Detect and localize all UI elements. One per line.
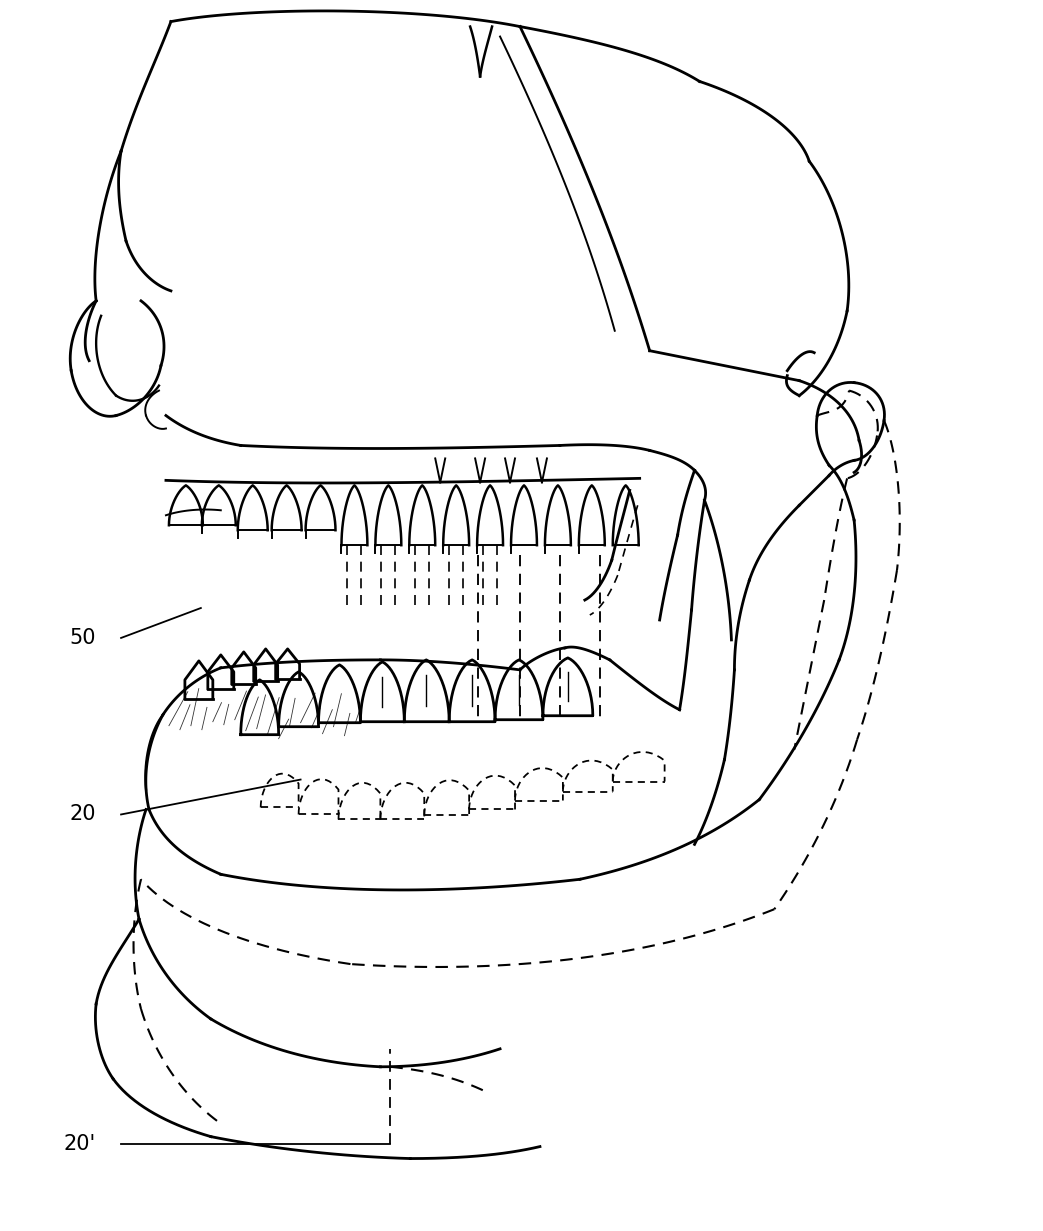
Text: 20: 20 xyxy=(70,805,96,825)
Text: 20': 20' xyxy=(64,1134,96,1153)
Text: 50: 50 xyxy=(70,628,96,648)
